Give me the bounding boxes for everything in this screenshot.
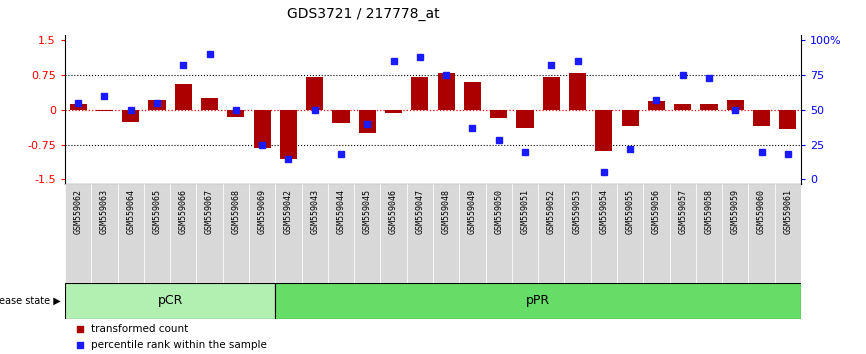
Bar: [118, 184, 144, 283]
Bar: [516, 110, 533, 128]
Text: disease state ▶: disease state ▶: [0, 296, 61, 306]
Text: GSM559059: GSM559059: [731, 189, 740, 234]
Text: GSM559051: GSM559051: [520, 189, 529, 234]
Bar: [617, 184, 643, 283]
Text: pPR: pPR: [526, 295, 550, 307]
Bar: [490, 110, 507, 118]
Bar: [591, 184, 617, 283]
Bar: [486, 184, 512, 283]
Bar: [622, 110, 639, 126]
Bar: [464, 82, 481, 110]
Bar: [307, 77, 323, 110]
Text: GSM559058: GSM559058: [705, 189, 714, 234]
Text: GSM559066: GSM559066: [178, 189, 188, 234]
Text: GSM559056: GSM559056: [652, 189, 661, 234]
Text: GSM559060: GSM559060: [757, 189, 766, 234]
Text: GSM559049: GSM559049: [468, 189, 477, 234]
Text: GSM559055: GSM559055: [625, 189, 635, 234]
Bar: [701, 104, 718, 110]
Bar: [411, 77, 429, 110]
Text: GSM559069: GSM559069: [257, 189, 267, 234]
Text: GSM559061: GSM559061: [784, 189, 792, 234]
Bar: [333, 110, 350, 123]
Bar: [275, 184, 301, 283]
Bar: [148, 101, 165, 110]
Bar: [301, 184, 328, 283]
Bar: [201, 98, 218, 110]
Text: GSM559045: GSM559045: [363, 189, 372, 234]
Bar: [748, 184, 775, 283]
Text: GSM559068: GSM559068: [231, 189, 241, 234]
Text: GSM559042: GSM559042: [284, 189, 293, 234]
Bar: [696, 184, 722, 283]
Text: GSM559050: GSM559050: [494, 189, 503, 234]
Bar: [328, 184, 354, 283]
Bar: [354, 184, 380, 283]
Text: percentile rank within the sample: percentile rank within the sample: [91, 340, 267, 350]
Bar: [648, 101, 665, 110]
Bar: [65, 283, 275, 319]
Bar: [197, 184, 223, 283]
Bar: [675, 104, 691, 110]
Bar: [69, 104, 87, 110]
Bar: [275, 283, 801, 319]
Text: GSM559063: GSM559063: [100, 189, 109, 234]
Bar: [407, 184, 433, 283]
Text: GSM559054: GSM559054: [599, 189, 609, 234]
Text: GSM559047: GSM559047: [416, 189, 424, 234]
Bar: [175, 84, 191, 110]
Bar: [280, 110, 297, 159]
Bar: [722, 184, 748, 283]
Bar: [144, 184, 170, 283]
Text: GSM559048: GSM559048: [442, 189, 450, 234]
Bar: [565, 184, 591, 283]
Bar: [223, 184, 249, 283]
Bar: [122, 110, 139, 122]
Text: GSM559064: GSM559064: [126, 189, 135, 234]
Text: GSM559052: GSM559052: [546, 189, 556, 234]
Bar: [359, 110, 376, 133]
Bar: [459, 184, 486, 283]
Bar: [227, 110, 244, 117]
Text: GSM559053: GSM559053: [573, 189, 582, 234]
Bar: [512, 184, 538, 283]
Bar: [569, 73, 586, 110]
Text: GSM559043: GSM559043: [310, 189, 320, 234]
Text: GSM559044: GSM559044: [337, 189, 346, 234]
Bar: [538, 184, 565, 283]
Bar: [727, 101, 744, 110]
Bar: [91, 184, 118, 283]
Bar: [775, 184, 801, 283]
Bar: [543, 77, 559, 110]
Bar: [595, 110, 612, 151]
Text: pCR: pCR: [158, 295, 183, 307]
Bar: [779, 110, 797, 129]
Text: GSM559046: GSM559046: [389, 189, 398, 234]
Bar: [254, 110, 271, 148]
Bar: [170, 184, 197, 283]
Bar: [380, 184, 407, 283]
Bar: [96, 110, 113, 111]
Text: GDS3721 / 217778_at: GDS3721 / 217778_at: [288, 7, 440, 21]
Text: GSM559057: GSM559057: [678, 189, 688, 234]
Text: GSM559067: GSM559067: [205, 189, 214, 234]
Bar: [753, 110, 770, 126]
Bar: [249, 184, 275, 283]
Text: GSM559062: GSM559062: [74, 189, 82, 234]
Bar: [437, 74, 455, 110]
Text: transformed count: transformed count: [91, 324, 188, 334]
Bar: [643, 184, 669, 283]
Bar: [669, 184, 696, 283]
Bar: [433, 184, 459, 283]
Bar: [385, 110, 402, 113]
Bar: [65, 184, 91, 283]
Text: GSM559065: GSM559065: [152, 189, 161, 234]
